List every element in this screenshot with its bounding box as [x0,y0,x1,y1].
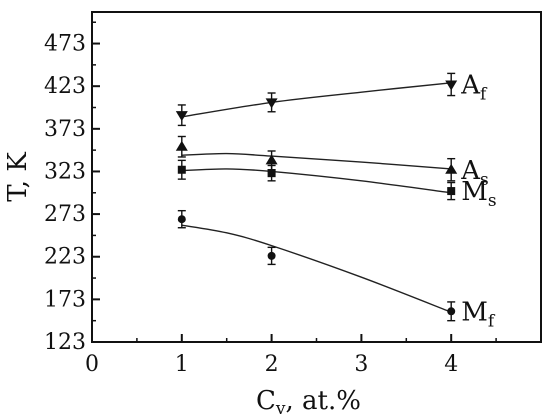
x-tick-label: 3 [354,352,368,377]
x-axis-title: Cv, at.% [256,386,361,419]
x-tick-label: 4 [444,352,458,377]
y-tick-label: 423 [44,74,86,99]
data-point [447,307,456,316]
series-label: As [460,156,489,190]
series-label: Af [460,70,488,104]
y-axis-title: T, K [3,152,33,202]
data-point [177,215,186,224]
series-label: Ms [461,177,496,211]
y-tick-label: 173 [44,287,86,312]
y-tick-label: 123 [44,330,86,355]
data-points [175,72,458,322]
series-label: Mf [461,297,496,331]
y-tick-label: 223 [44,245,86,270]
data-point [447,187,456,196]
fit-line [181,168,452,194]
data-point [175,111,188,122]
fit-lines [181,82,452,313]
fit-line [181,224,452,313]
data-point [445,163,458,174]
x-tick-label: 1 [175,352,189,377]
data-point [265,98,278,109]
data-point [267,251,276,260]
fit-line [181,82,452,118]
data-point [445,80,458,91]
data-point [175,140,188,151]
data-point [265,154,278,165]
y-tick-label: 273 [44,202,86,227]
y-tick-label: 373 [44,117,86,142]
y-tick-label: 473 [44,32,86,57]
x-tick-label: 2 [265,352,279,377]
data-point [267,169,276,178]
x-tick-label: 0 [85,352,99,377]
data-point [177,165,186,174]
y-tick-label: 323 [44,159,86,184]
fit-line [181,152,452,170]
